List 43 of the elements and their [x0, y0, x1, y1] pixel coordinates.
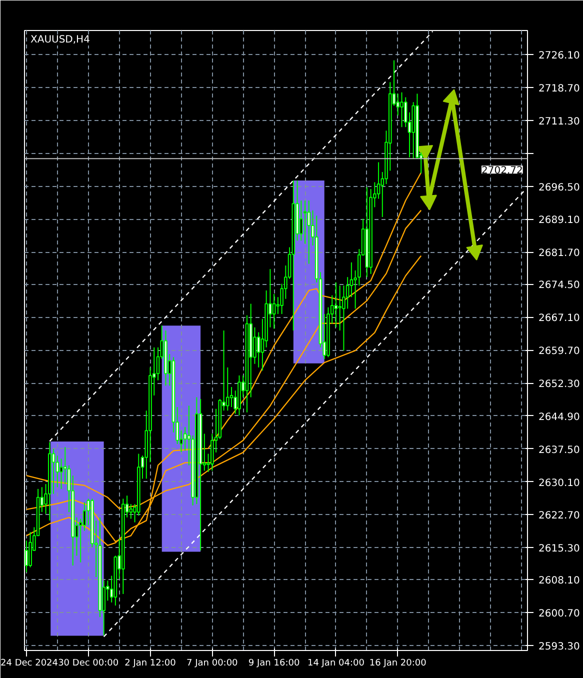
- y-tick-label: 2637.50: [538, 444, 580, 456]
- candlestick: [129, 504, 133, 520]
- y-tick-label: 2718.70: [538, 83, 580, 94]
- y-tick-label: 2622.70: [538, 510, 580, 522]
- candlestick: [334, 282, 338, 328]
- x-tick-label: 24 Dec 2024: [0, 658, 58, 668]
- y-tick-label: 2644.90: [538, 412, 580, 423]
- candlestick: [299, 200, 303, 242]
- chart-title: XAUUSD,H4: [30, 34, 90, 46]
- x-tick-label: 7 Jan 00:00: [186, 658, 238, 668]
- candlestick: [183, 426, 187, 452]
- candlestick: [230, 386, 234, 408]
- candlestick: [28, 532, 32, 568]
- candlestick: [253, 326, 256, 364]
- y-tick-label: 2659.70: [538, 346, 580, 358]
- candlestick: [82, 502, 86, 532]
- candlestick: [307, 200, 311, 264]
- candlestick: [350, 262, 354, 298]
- x-tick-label: 2 Jan 12:00: [124, 658, 176, 668]
- candlestick: [376, 162, 380, 200]
- candlestick: [346, 276, 350, 310]
- y-tick-label: 2689.10: [538, 215, 580, 226]
- candlestick: [272, 293, 276, 330]
- y-tick-label: 2600.70: [538, 608, 580, 620]
- y-tick-label: 2696.50: [538, 182, 580, 194]
- y-tick-label: 2674.50: [538, 280, 580, 292]
- x-tick-label: 16 Jan 20:00: [369, 658, 427, 668]
- y-tick-label: 2630.10: [538, 478, 580, 489]
- y-tick-label: 2726.10: [538, 50, 580, 62]
- candlestick: [303, 200, 307, 244]
- x-tick-label: 9 Jan 16:00: [248, 658, 300, 668]
- y-tick-label: 2681.70: [538, 248, 580, 260]
- x-tick-label: 30 Dec 00:00: [58, 658, 119, 668]
- candlestick: [338, 285, 342, 331]
- y-tick-label: 2652.30: [538, 379, 580, 390]
- y-tick-label: 2608.10: [538, 576, 580, 587]
- candlestick: [256, 332, 260, 368]
- y-tick-label: 2593.30: [538, 642, 580, 653]
- y-tick-label: 2615.30: [538, 544, 580, 555]
- x-tick-label: 14 Jan 04:00: [307, 658, 365, 668]
- candlestick: [400, 92, 404, 128]
- y-tick-label: 2711.30: [538, 116, 580, 128]
- y-tick-label: 2667.10: [538, 313, 580, 324]
